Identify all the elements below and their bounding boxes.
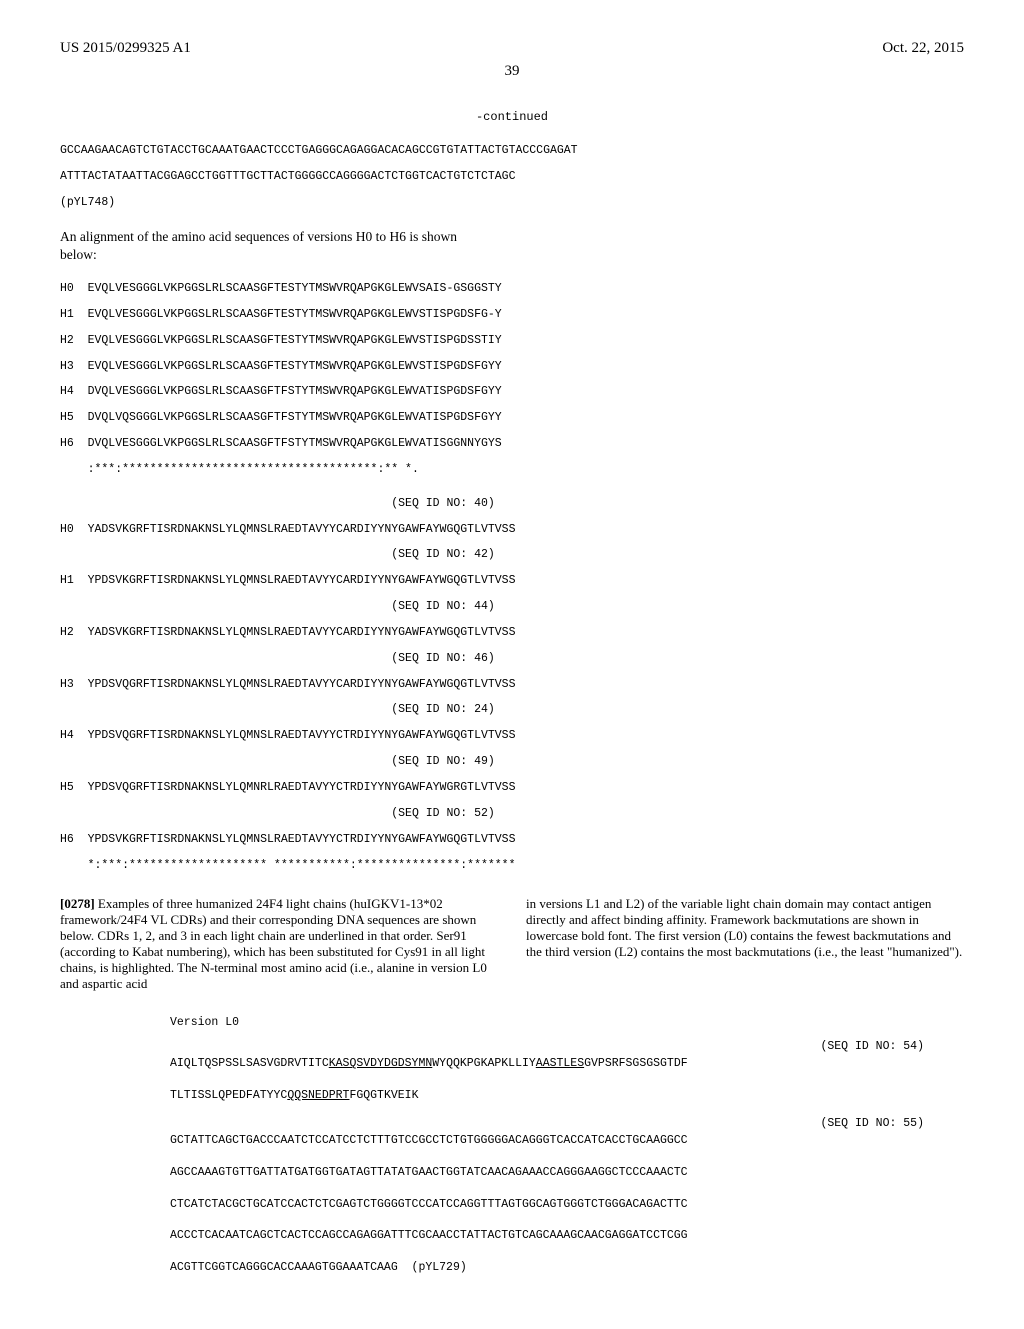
- alignment-row: H0 YADSVKGRFTISRDNAKNSLYLQMNSLRAEDTAVYYC…: [60, 519, 964, 541]
- seq-id-inline: (SEQ ID NO: 24): [60, 699, 964, 721]
- alignment-row: H3 YPDSVQGRFTISRDNAKNSLYLQMNSLRAEDTAVYYC…: [60, 674, 964, 696]
- seq-id-label: (SEQ ID NO: 54): [170, 1040, 964, 1053]
- dna-seq-line: ATTTACTATAATTACGGAGCCTGGTTTGCTTACTGGGGCC…: [60, 166, 964, 188]
- seq-id-inline: (SEQ ID NO: 42): [60, 544, 964, 566]
- paragraph-right: in versions L1 and L2) of the variable l…: [526, 896, 964, 992]
- aa-seq-line: AIQLTQSPSSLSASVGDRVTITCKASQSVDYDGDSYMNWY…: [170, 1053, 964, 1075]
- alignment-row: H1 EVQLVESGGGLVKPGGSLRLSCAASGFTESTYTMSWV…: [60, 304, 964, 326]
- alignment-row: H4 YPDSVQGRFTISRDNAKNSLYLQMNSLRAEDTAVYYC…: [60, 725, 964, 747]
- version-title: Version L0: [170, 1012, 964, 1034]
- alignment-row: H2 YADSVKGRFTISRDNAKNSLYLQMNSLRAEDTAVYYC…: [60, 622, 964, 644]
- alignment-row: H6 YPDSVKGRFTISRDNAKNSLYLQMNSLRAEDTAVYYC…: [60, 829, 964, 851]
- alignment-block-1: H0 EVQLVESGGGLVKPGGSLRLSCAASGFTESTYTMSWV…: [60, 278, 964, 481]
- seq-id-inline: (SEQ ID NO: 44): [60, 596, 964, 618]
- publication-date: Oct. 22, 2015: [882, 40, 964, 57]
- alignment-row: H3 EVQLVESGGGLVKPGGSLRLSCAASGFTESTYTMSWV…: [60, 356, 964, 378]
- dna-seq-line: AGCCAAAGTGTTGATTATGATGGTGATAGTTATATGAACT…: [170, 1162, 964, 1184]
- alignment-intro: An alignment of the amino acid sequences…: [60, 228, 490, 264]
- plasmid-id: (pYL748): [60, 192, 964, 214]
- alignment-row: H1 YPDSVKGRFTISRDNAKNSLYLQMNSLRAEDTAVYYC…: [60, 570, 964, 592]
- alignment-row: H5 YPDSVQGRFTISRDNAKNSLYLQMNRLRAEDTAVYYC…: [60, 777, 964, 799]
- dna-seq-block: GCTATTCAGCTGACCCAATCTCCATCCTCTTTGTCCGCCT…: [170, 1130, 964, 1279]
- page-number: 39: [60, 63, 964, 80]
- dna-seq-line: ACGTTCGGTCAGGGCACCAAAGTGGAAATCAAG (pYL72…: [170, 1257, 964, 1279]
- alignment-row: H2 EVQLVESGGGLVKPGGSLRLSCAASGFTESTYTMSWV…: [60, 330, 964, 352]
- publication-number: US 2015/0299325 A1: [60, 40, 191, 57]
- aa-seq-line: TLTISSLQPEDFATYYCQQSNEDPRTFGQGTKVEIK: [170, 1085, 964, 1107]
- dna-seq-line: GCCAAGAACAGTCTGTACCTGCAAATGAACTCCCTGAGGG…: [60, 140, 964, 162]
- alignment-row: H0 EVQLVESGGGLVKPGGSLRLSCAASGFTESTYTMSWV…: [60, 278, 964, 300]
- seq-id-label: (SEQ ID NO: 55): [170, 1117, 964, 1130]
- alignment-row: H4 DVQLVESGGGLVKPGGSLRLSCAASGFTFSTYTMSWV…: [60, 381, 964, 403]
- seq-id-inline: (SEQ ID NO: 49): [60, 751, 964, 773]
- alignment-row: H6 DVQLVESGGGLVKPGGSLRLSCAASGFTFSTYTMSWV…: [60, 433, 964, 455]
- paragraph-number: [0278]: [60, 896, 95, 911]
- paragraph-text: Examples of three humanized 24F4 light c…: [60, 896, 487, 991]
- continued-marker: -continued: [60, 110, 964, 124]
- alignment-block-2: (SEQ ID NO: 40) H0 YADSVKGRFTISRDNAKNSLYL…: [60, 493, 964, 877]
- dna-seq-line: CTCATCTACGCTGCATCCACTCTCGAGTCTGGGGTCCCAT…: [170, 1194, 964, 1216]
- consensus-row: :***:***********************************…: [60, 459, 964, 481]
- alignment-row: H5 DVQLVQSGGGLVKPGGSLRLSCAASGFTFSTYTMSWV…: [60, 407, 964, 429]
- dna-seq-line: ACCCTCACAATCAGCTCACTCCAGCCAGAGGATTTCGCAA…: [170, 1225, 964, 1247]
- seq-id-inline: (SEQ ID NO: 40): [60, 493, 964, 515]
- seq-id-inline: (SEQ ID NO: 46): [60, 648, 964, 670]
- paragraph-left: [0278] Examples of three humanized 24F4 …: [60, 896, 498, 992]
- consensus-row: *:***:******************** ***********:*…: [60, 855, 964, 877]
- seq-id-inline: (SEQ ID NO: 52): [60, 803, 964, 825]
- dna-seq-line: GCTATTCAGCTGACCCAATCTCCATCCTCTTTGTCCGCCT…: [170, 1130, 964, 1152]
